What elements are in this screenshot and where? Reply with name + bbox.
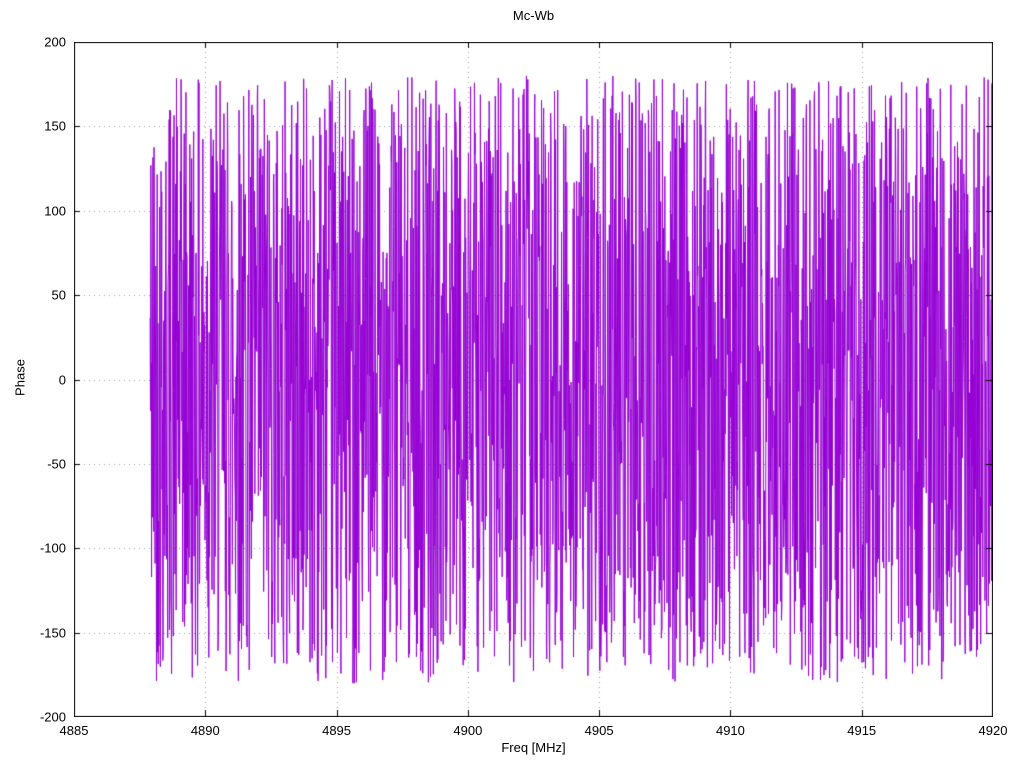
y-tick-label: 0: [58, 372, 66, 387]
y-tick-label: -150: [39, 625, 66, 641]
y-tick-label: -100: [39, 540, 66, 556]
x-tick-label: 4915: [847, 723, 877, 738]
y-tick-label: -200: [39, 709, 66, 725]
x-tick-label: 4895: [322, 723, 352, 738]
y-tick-label: 50: [51, 287, 66, 303]
y-tick-label: 100: [44, 203, 66, 219]
x-axis-label: Freq [MHz]: [501, 740, 566, 755]
x-tick-label: 4905: [584, 723, 614, 738]
x-tick-label: 4910: [715, 723, 745, 738]
y-tick-label: 200: [44, 34, 66, 50]
chart-title: Mc-Wb: [512, 8, 555, 23]
x-tick-label: 4885: [59, 723, 89, 738]
plot-canvas: [74, 42, 993, 717]
x-tick-label: 4900: [453, 723, 483, 738]
x-tick-label: 4920: [978, 723, 1008, 738]
y-tick-label: 150: [44, 118, 66, 134]
x-tick-label: 4890: [190, 723, 220, 738]
y-tick-label: -50: [47, 456, 66, 472]
